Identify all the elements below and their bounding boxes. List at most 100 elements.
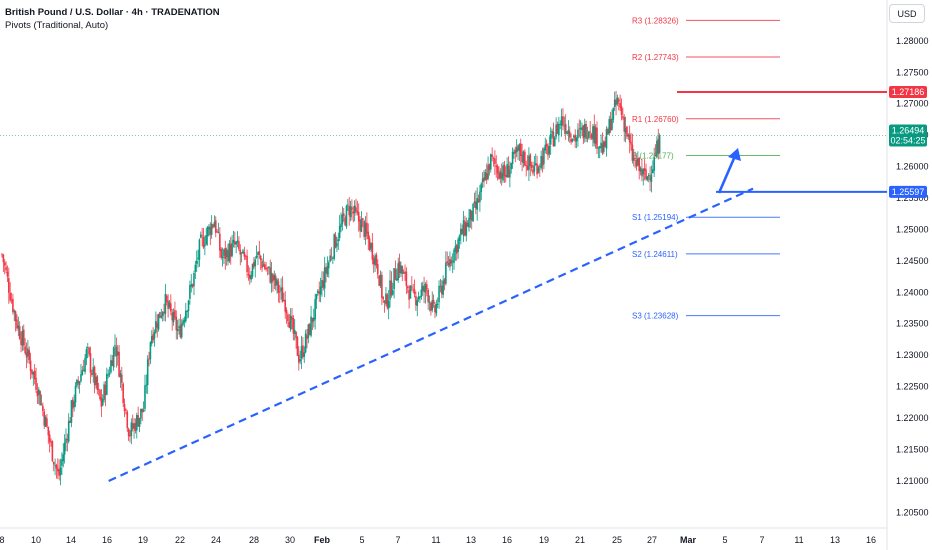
candle-body [183, 319, 186, 322]
currency-button[interactable]: USD [889, 4, 925, 23]
pivot-levels: R3 (1.28326) R2 (1.27743) R1 (1.26760) P (1… [632, 16, 780, 321]
candle-body [6, 271, 9, 277]
candle-body [536, 163, 538, 175]
candle-body [504, 175, 507, 177]
candle-body [246, 255, 248, 273]
candle-body [142, 410, 145, 412]
candle-body [296, 337, 299, 356]
candle-body [70, 400, 73, 423]
candle-body [123, 404, 126, 412]
time-axis[interactable]: 8 10 14 16 19 22 24 28 30 Feb 5 7 11 13 16 19 21 25 27 Mar 5… [0, 535, 876, 545]
candle-body [360, 219, 363, 232]
indicator-label[interactable]: Pivots (Traditional, Auto) [5, 20, 109, 31]
candle-body [526, 165, 529, 171]
candle-body [513, 151, 515, 154]
candle-body [259, 255, 262, 261]
candle-body [231, 242, 233, 256]
candle-body [556, 123, 559, 134]
candle-body [472, 203, 474, 222]
candle-body [114, 345, 116, 347]
candle-body [342, 213, 345, 217]
candle-body [421, 285, 424, 291]
candle-body [411, 286, 413, 288]
candle-body [417, 296, 420, 300]
candle-body [85, 349, 88, 359]
candle-body [590, 134, 593, 139]
candle-body [57, 468, 59, 472]
candle-body [596, 127, 598, 149]
candle-body [298, 354, 300, 363]
symbol-title[interactable]: British Pound / U.S. Dollar · 4h · TRADE… [5, 7, 220, 18]
candle-body [390, 280, 393, 296]
candle-body [197, 257, 199, 260]
price-tick-label: 1.22000 [896, 413, 929, 423]
candle-body [447, 262, 450, 266]
candle-body [345, 205, 348, 227]
candle-body [3, 262, 6, 266]
candle-body [514, 150, 517, 154]
candle-body [393, 268, 395, 289]
candle-body [586, 137, 589, 139]
candle-body [347, 204, 349, 206]
time-tick-label: 5 [722, 535, 727, 545]
candle-body [386, 294, 389, 308]
candle-body [592, 126, 594, 140]
candle-body [92, 367, 95, 375]
candle-body [598, 146, 601, 149]
price-tick-label: 1.27000 [896, 99, 929, 109]
candle-body [521, 154, 523, 163]
candle-body [8, 278, 10, 293]
candle-body [55, 465, 58, 469]
candle-body [396, 278, 398, 281]
candle-body [22, 329, 25, 346]
candle-body [639, 167, 642, 172]
candle-body [47, 426, 50, 436]
candle-body [234, 241, 236, 245]
candle-body [134, 423, 137, 431]
candle-body [262, 264, 265, 267]
candle-body [489, 154, 492, 170]
pivot-label-r2: R2 (1.27743) [632, 53, 679, 62]
candle-body [510, 162, 513, 170]
candle-body [119, 373, 122, 378]
candle-body [81, 370, 84, 376]
candle-body [299, 359, 301, 362]
candle-body [235, 242, 237, 245]
candle-body [72, 399, 74, 409]
candle-body [51, 441, 54, 462]
candle-body [322, 280, 325, 288]
candle-body [391, 290, 394, 295]
candle-body [156, 322, 159, 328]
current-price-tag-countdown: 02:54:25 [890, 136, 925, 146]
candle-body [178, 326, 180, 328]
candle-body [657, 139, 660, 154]
candle-body [646, 176, 649, 180]
support-tag-bg [889, 185, 927, 198]
candle-body [58, 469, 60, 476]
candle-body [370, 243, 372, 249]
time-tick-label: Mar [680, 535, 697, 545]
candle-body [209, 226, 212, 235]
candle-body [13, 310, 16, 313]
candle-body [2, 254, 5, 263]
time-tick-label: 7 [759, 535, 764, 545]
candle-body [440, 285, 443, 294]
candle-body [366, 222, 368, 234]
candle-body [266, 267, 269, 269]
candle-body [409, 286, 412, 299]
candle-body [348, 205, 350, 216]
candle-body [29, 360, 32, 372]
candle-body [594, 127, 597, 144]
price-axis[interactable]: 1.280001.275001.270001.265001.260001.255… [896, 36, 929, 517]
candle-body [468, 217, 470, 228]
candle-body [385, 293, 387, 305]
candle-body [133, 423, 135, 429]
candle-body [658, 135, 661, 153]
candle-body [20, 339, 22, 345]
price-tick-label: 1.25000 [896, 224, 929, 234]
price-tick-label: 1.25500 [896, 193, 929, 203]
price-tick-label: 1.28000 [896, 36, 929, 46]
candle-body [137, 415, 139, 427]
candle-body [125, 409, 127, 411]
